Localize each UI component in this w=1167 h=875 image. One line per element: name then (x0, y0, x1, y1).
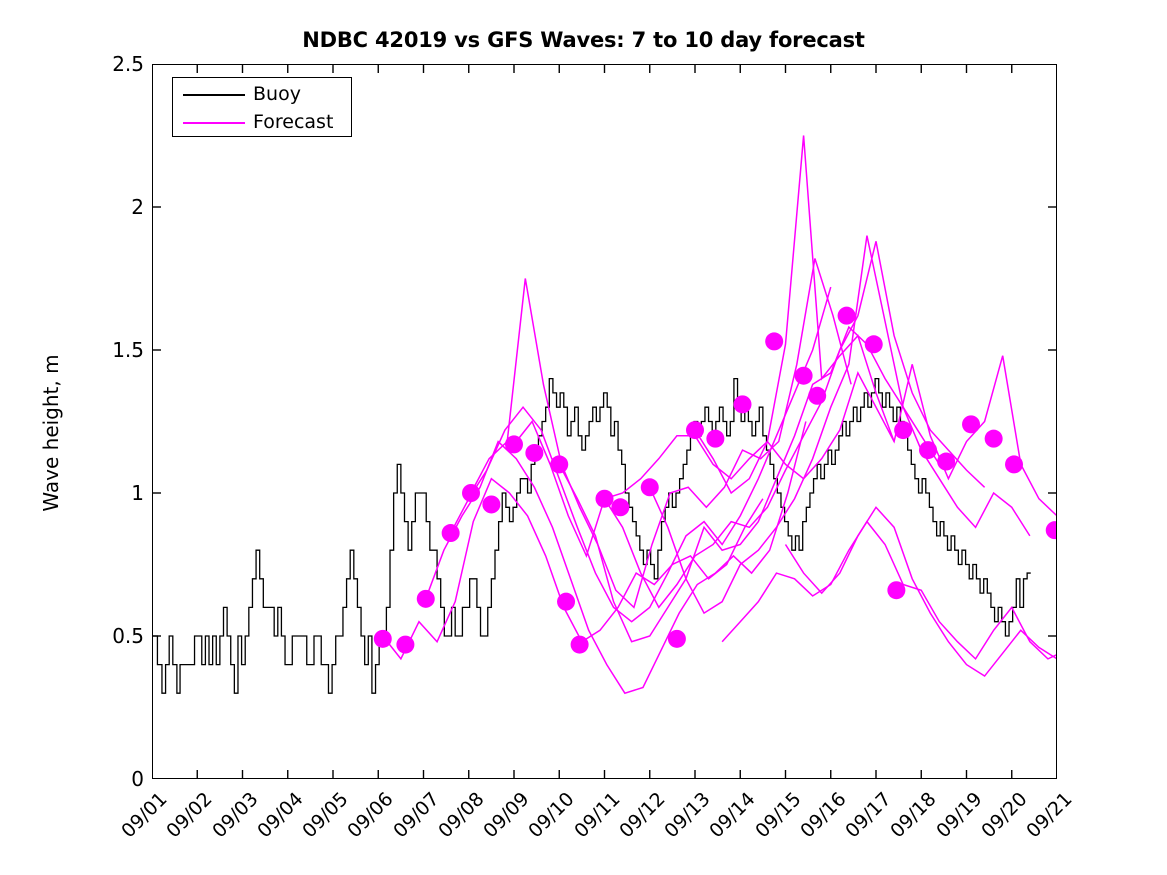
forecast-marker (640, 478, 659, 497)
forecast-marker (1005, 455, 1024, 474)
data-series-line (694, 355, 1057, 517)
forecast-marker (984, 429, 1003, 448)
forecast-marker (887, 581, 906, 600)
forecast-marker (894, 421, 913, 440)
plot-frame (152, 64, 1057, 779)
data-series-line (649, 235, 1031, 615)
forecast-marker (441, 524, 460, 543)
forecast-marker (808, 386, 827, 405)
data-series-line (470, 258, 852, 609)
chart-legend: Buoy Forecast (172, 77, 352, 137)
y-tick-label: 1 (131, 481, 144, 505)
forecast-marker (570, 635, 589, 654)
legend-item-forecast: Forecast (173, 108, 351, 138)
forecast-marker (733, 395, 752, 414)
forecast-marker (525, 443, 544, 462)
forecast-marker (373, 629, 392, 648)
forecast-marker (557, 592, 576, 611)
data-series-line (382, 477, 764, 661)
legend-item-buoy: Buoy (173, 80, 351, 110)
legend-label-buoy: Buoy (253, 83, 301, 105)
y-tick-label: 0.5 (112, 624, 144, 648)
forecast-marker (505, 435, 523, 454)
y-tick-label: 2 (131, 195, 144, 219)
forecast-marker (765, 332, 784, 351)
forecast-marker (595, 489, 614, 508)
forecast-marker (962, 415, 981, 434)
forecast-marker (864, 335, 883, 354)
forecast-marker (482, 495, 501, 514)
chart-title: NDBC 42019 vs GFS Waves: 7 to 10 day for… (302, 28, 865, 52)
forecast-marker (706, 429, 725, 448)
forecast-marker (396, 635, 415, 654)
forecast-marker (919, 441, 938, 460)
forecast-marker (937, 452, 956, 471)
plot-canvas (152, 64, 1057, 779)
forecast-marker (416, 589, 435, 608)
data-series-line (784, 506, 1057, 678)
y-tick-label: 2.5 (112, 52, 144, 76)
data-series-line (449, 286, 832, 623)
forecast-marker (794, 366, 813, 385)
forecast-marker (550, 455, 569, 474)
data-series-line (152, 377, 1031, 694)
forecast-marker (1045, 521, 1057, 540)
y-tick-label: 0 (131, 767, 144, 791)
data-series-line (603, 241, 986, 609)
data-series-line (558, 325, 940, 643)
legend-swatch-buoy (183, 94, 245, 96)
y-axis-ticks: 0 0.5 1 1.5 2 2.5 (70, 0, 144, 875)
y-tick-label: 1.5 (112, 338, 144, 362)
forecast-marker (611, 498, 630, 517)
data-series-line (721, 520, 1057, 661)
forecast-marker (837, 306, 856, 325)
forecast-marker (462, 484, 481, 502)
legend-label-forecast: Forecast (253, 111, 334, 133)
forecast-marker (667, 629, 686, 648)
forecast-marker (686, 421, 704, 440)
legend-swatch-forecast (183, 122, 245, 124)
data-series-line (513, 135, 895, 559)
